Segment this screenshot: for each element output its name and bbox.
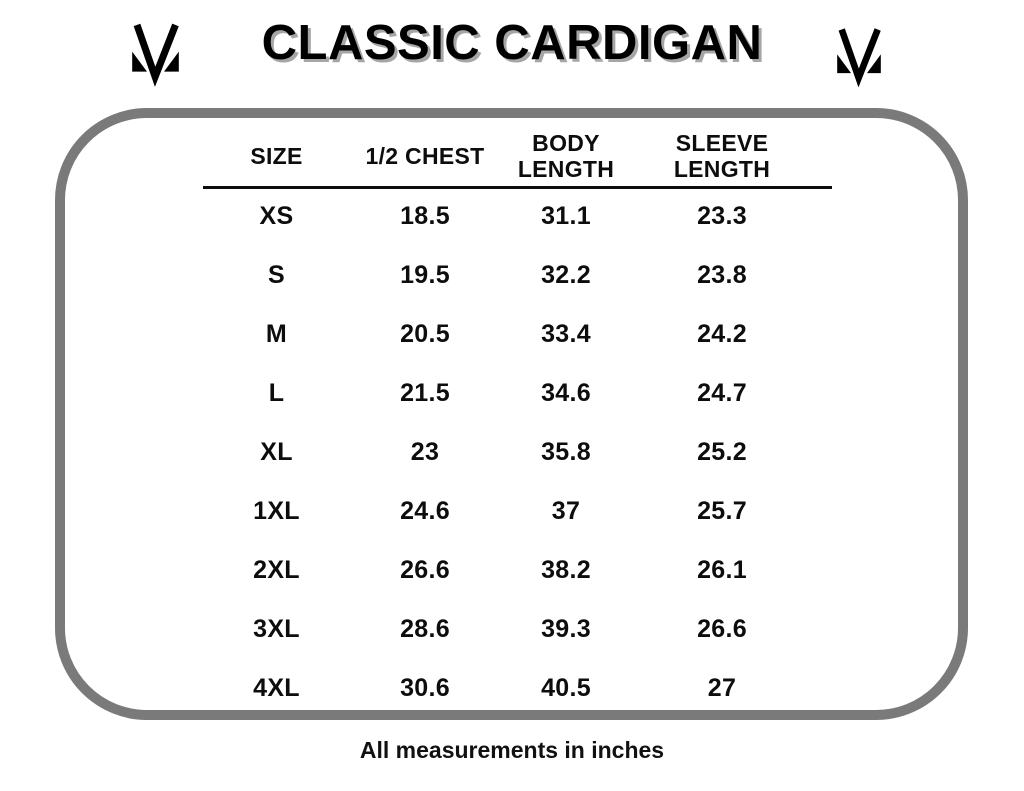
size-cell: 4XL bbox=[253, 674, 300, 702]
size-cell: 1XL bbox=[253, 497, 300, 525]
body-length-cell: 40.5 bbox=[541, 674, 591, 702]
body-length-cell: 37 bbox=[551, 497, 581, 525]
table-row-xl: XL 23 35.8 25.2 bbox=[203, 423, 812, 482]
size-cell: 2XL bbox=[253, 556, 300, 584]
table-row-m: M 20.5 33.4 24.2 bbox=[203, 305, 812, 364]
size-cell: M bbox=[265, 320, 288, 348]
half-chest-cell: 23 bbox=[410, 438, 440, 466]
sleeve-length-cell: 23.3 bbox=[697, 202, 747, 230]
table-row-4xl: 4XL 30.6 40.5 27 bbox=[203, 659, 812, 718]
sleeve-length-cell: 26.6 bbox=[697, 615, 747, 643]
size-cell: L bbox=[268, 379, 285, 407]
table-row-s: S 19.5 32.2 23.8 bbox=[203, 246, 812, 305]
sleeve-length-cell: 24.7 bbox=[697, 379, 747, 407]
half-chest-cell: 26.6 bbox=[400, 556, 450, 584]
table-row-1xl: 1XL 24.6 37 25.7 bbox=[203, 482, 812, 541]
size-cell: XL bbox=[260, 438, 293, 466]
body-length-cell: 38.2 bbox=[541, 556, 591, 584]
column-header-size: SIZE bbox=[250, 142, 303, 169]
half-chest-cell: 18.5 bbox=[400, 202, 450, 230]
sleeve-length-cell: 27 bbox=[707, 674, 737, 702]
half-chest-cell: 24.6 bbox=[400, 497, 450, 525]
table-row-l: L 21.5 34.6 24.7 bbox=[203, 364, 812, 423]
sleeve-length-cell: 25.7 bbox=[697, 497, 747, 525]
size-cell: XS bbox=[259, 202, 294, 230]
body-length-cell: 35.8 bbox=[541, 438, 591, 466]
sleeve-length-cell: 24.2 bbox=[697, 320, 747, 348]
table-row-xs: XS 18.5 31.1 23.3 bbox=[203, 187, 812, 246]
table-row-2xl: 2XL 26.6 38.2 26.1 bbox=[203, 541, 812, 600]
column-header-sleeve-length: SLEEVE LENGTH bbox=[673, 129, 771, 182]
page-title: CLASSIC CARDIGAN bbox=[261, 16, 763, 70]
half-chest-cell: 20.5 bbox=[400, 320, 450, 348]
half-chest-cell: 19.5 bbox=[400, 261, 450, 289]
body-length-cell: 33.4 bbox=[541, 320, 591, 348]
size-cell: 3XL bbox=[253, 615, 300, 643]
header-divider bbox=[203, 186, 832, 189]
column-header-half-chest: 1/2 CHEST bbox=[365, 142, 485, 169]
body-length-cell: 32.2 bbox=[541, 261, 591, 289]
sleeve-length-cell: 25.2 bbox=[697, 438, 747, 466]
brand-m-monogram-icon bbox=[117, 16, 194, 87]
chart-frame bbox=[55, 108, 968, 720]
half-chest-cell: 30.6 bbox=[400, 674, 450, 702]
size-cell: S bbox=[268, 261, 285, 289]
body-length-cell: 39.3 bbox=[541, 615, 591, 643]
body-length-cell: 34.6 bbox=[541, 379, 591, 407]
column-header-body-length: BODY LENGTH bbox=[517, 129, 615, 182]
body-length-cell: 31.1 bbox=[541, 202, 591, 230]
table-row-3xl: 3XL 28.6 39.3 26.6 bbox=[203, 600, 812, 659]
brand-m-monogram-icon bbox=[823, 20, 895, 88]
sleeve-length-cell: 26.1 bbox=[697, 556, 747, 584]
table-header-row: SIZE 1/2 CHEST BODY LENGTH SLEEVE LENGTH bbox=[203, 126, 812, 186]
measurements-note: All measurements in inches bbox=[359, 737, 665, 763]
half-chest-cell: 28.6 bbox=[400, 615, 450, 643]
half-chest-cell: 21.5 bbox=[400, 379, 450, 407]
sleeve-length-cell: 23.8 bbox=[697, 261, 747, 289]
size-table-body: XS 18.5 31.1 23.3 S 19.5 32.2 23.8 M 20.… bbox=[203, 187, 812, 718]
